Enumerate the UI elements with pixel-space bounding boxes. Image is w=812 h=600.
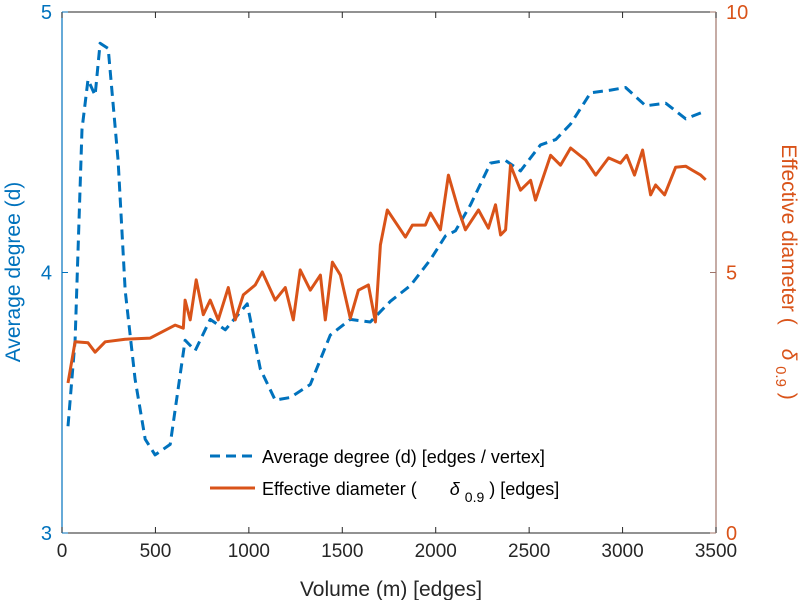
left-y-tick-label: 3: [41, 523, 52, 545]
left-y-ticks: 3 4 5: [41, 2, 68, 545]
right-y-label-sub: 0.9: [772, 366, 789, 387]
x-tick-label: 3000: [601, 541, 643, 562]
right-y-ticks: 0 5 10: [710, 2, 748, 545]
right-y-tick-label: 0: [726, 523, 737, 545]
left-y-axis-label: Average degree (d): [2, 182, 25, 363]
svg-text:Effective diameter ( δ: Effective diameter ( δ 0.9 ): [771, 144, 800, 400]
x-tick-label: 1000: [228, 541, 270, 562]
right-y-axis-label: Effective diameter ( δ 0.9 ): [771, 144, 800, 400]
effective-diameter-line: [66, 146, 707, 384]
average-degree-line: [66, 41, 707, 457]
legend-label-average-degree: Average degree (d) [edges / vertex]: [262, 447, 545, 467]
svg-text:Effective diameter ( δ: Effective diameter ( δ 0.9 ) [edges]: [262, 479, 559, 506]
legend-label-suffix: ) [edges]: [489, 479, 559, 499]
x-tick-label: 2000: [415, 541, 457, 562]
right-y-label-suffix: ): [777, 393, 800, 400]
x-tick-label: 0: [57, 541, 68, 562]
x-tick-label: 2500: [508, 541, 550, 562]
left-y-tick-label: 5: [41, 2, 52, 24]
right-y-label-symbol: δ: [777, 349, 800, 361]
series-lines: [66, 41, 707, 457]
right-y-label-prefix: Effective diameter (: [777, 144, 800, 325]
x-axis-label: Volume (m) [edges]: [300, 578, 482, 600]
x-tick-label: 3500: [695, 541, 737, 562]
legend: Average degree (d) [edges / vertex] Effe…: [210, 447, 559, 506]
right-y-tick-label: 5: [726, 263, 737, 285]
x-ticks: 0 500 1000 1500 2000 2500 3000 3500: [57, 12, 737, 562]
left-y-tick-label: 4: [41, 263, 52, 285]
legend-delta-symbol: δ: [450, 479, 461, 499]
x-tick-label: 500: [140, 541, 172, 562]
legend-label-effective-diameter: Effective diameter (: [262, 479, 417, 499]
right-y-tick-label: 10: [726, 2, 748, 24]
x-tick-label: 1500: [321, 541, 363, 562]
legend-delta-sub: 0.9: [465, 489, 485, 505]
